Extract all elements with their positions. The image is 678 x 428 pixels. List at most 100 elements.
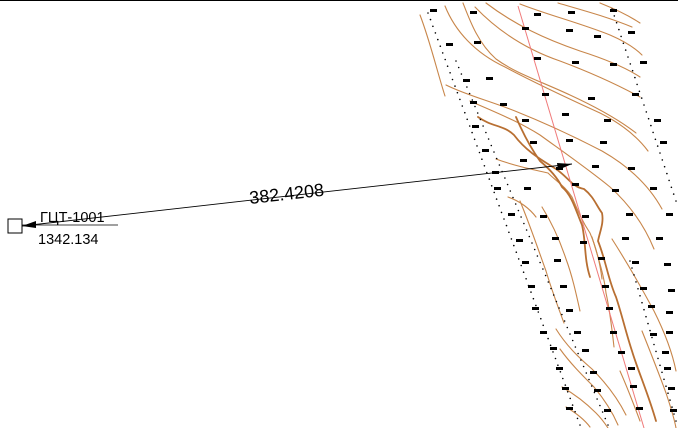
boundary-dot [647, 322, 649, 325]
boundary-dot [471, 131, 473, 134]
boundary-dot [544, 274, 547, 277]
spot-marker [640, 61, 647, 64]
boundary-dot [569, 333, 571, 335]
spot-marker [612, 189, 619, 192]
contour-line [462, 2, 637, 134]
boundary-dot [552, 294, 555, 296]
boundary-dot [564, 384, 567, 386]
boundary-dot [441, 52, 444, 54]
boundary-dot [517, 209, 520, 212]
spot-marker [530, 141, 537, 144]
boundary-dot [571, 404, 574, 406]
boundary-dot [468, 92, 471, 95]
boundary-dot [566, 326, 569, 329]
boundary-dot [498, 164, 501, 166]
boundary-dot [478, 151, 481, 154]
spot-marker [522, 27, 529, 30]
spot-marker [588, 97, 595, 100]
dimension-leader [21, 163, 573, 227]
contour-line [419, 14, 446, 97]
boundary-dot [582, 365, 585, 368]
spot-marker [566, 407, 573, 410]
contour-line [541, 206, 581, 312]
boundary-dot [671, 406, 673, 408]
survey-point-elevation[interactable]: 1342.134 [38, 232, 98, 248]
spot-marker [662, 351, 669, 354]
spot-marker [566, 139, 573, 142]
spot-marker [534, 13, 541, 16]
boundary-dot [661, 159, 664, 161]
boundary-dot [549, 344, 552, 347]
boundary-dot [539, 261, 541, 264]
contour-line [555, 328, 627, 416]
boundary-dot [528, 235, 531, 238]
spot-marker [604, 119, 611, 122]
survey-point-marker[interactable] [7, 218, 23, 234]
boundary-dot [627, 56, 629, 58]
boundary-dot [588, 378, 590, 381]
boundary-dot [667, 392, 669, 395]
boundary-dot [672, 193, 675, 195]
contour-line [507, 196, 537, 218]
boundary-dot [466, 86, 468, 88]
boundary-dot [652, 131, 654, 134]
boundary-dot [637, 288, 639, 290]
boundary-dot [479, 118, 482, 121]
spot-marker [630, 385, 637, 388]
survey-point-name[interactable]: ГЦТ-1001 [40, 210, 105, 226]
boundary-dot [574, 410, 576, 413]
boundary-dot [542, 324, 544, 327]
boundary-dot [641, 301, 643, 304]
spot-marker [582, 349, 589, 352]
dimension-arrow-right-icon [557, 163, 572, 170]
boundary-dot [640, 97, 643, 99]
boundary-dot [593, 391, 596, 394]
boundary-dot [520, 264, 522, 267]
boundary-dot [561, 313, 563, 316]
spot-marker [470, 101, 477, 104]
spot-marker [610, 9, 617, 12]
contour-line [515, 116, 591, 278]
boundary-dot [665, 385, 667, 388]
boundary-dot [525, 229, 528, 231]
boundary-dot [540, 317, 542, 320]
boundary-dot [651, 336, 653, 339]
boundary-dot [476, 112, 479, 114]
boundary-dot [604, 417, 607, 420]
boundary-dot [576, 417, 579, 420]
boundary-dot [439, 45, 442, 47]
boundary-dot [510, 238, 513, 240]
boundary-dot [530, 291, 532, 293]
spot-marker [602, 285, 609, 288]
spot-marker [534, 57, 541, 60]
spot-marker [500, 103, 507, 106]
spot-marker [572, 61, 579, 64]
boundary-dot [457, 66, 460, 69]
boundary-dot [525, 278, 527, 280]
dimension-line[interactable] [21, 163, 573, 228]
spot-marker [670, 409, 677, 412]
boundary-dot [577, 352, 579, 355]
boundary-dot [460, 73, 463, 75]
spot-marker [562, 387, 569, 390]
boundary-dot [661, 371, 663, 374]
boundary-dot [562, 377, 564, 380]
dimension-distance-label[interactable]: 382.4208 [248, 180, 325, 208]
contour-line [641, 330, 677, 428]
boundary-dot [474, 105, 476, 108]
spot-marker [528, 285, 535, 288]
spot-marker [520, 159, 527, 162]
boundary-dot [498, 204, 500, 207]
spot-marker [508, 213, 515, 216]
boundary-dot [613, 15, 616, 17]
contour-line [611, 238, 677, 372]
boundary-dot [555, 300, 558, 303]
boundary-dot [508, 231, 510, 234]
contour-line [559, 348, 619, 426]
spot-marker [628, 31, 635, 34]
boundary-dot-lines [427, 8, 677, 426]
route-axis-line[interactable] [517, 5, 645, 428]
boundary-dot [535, 304, 537, 307]
